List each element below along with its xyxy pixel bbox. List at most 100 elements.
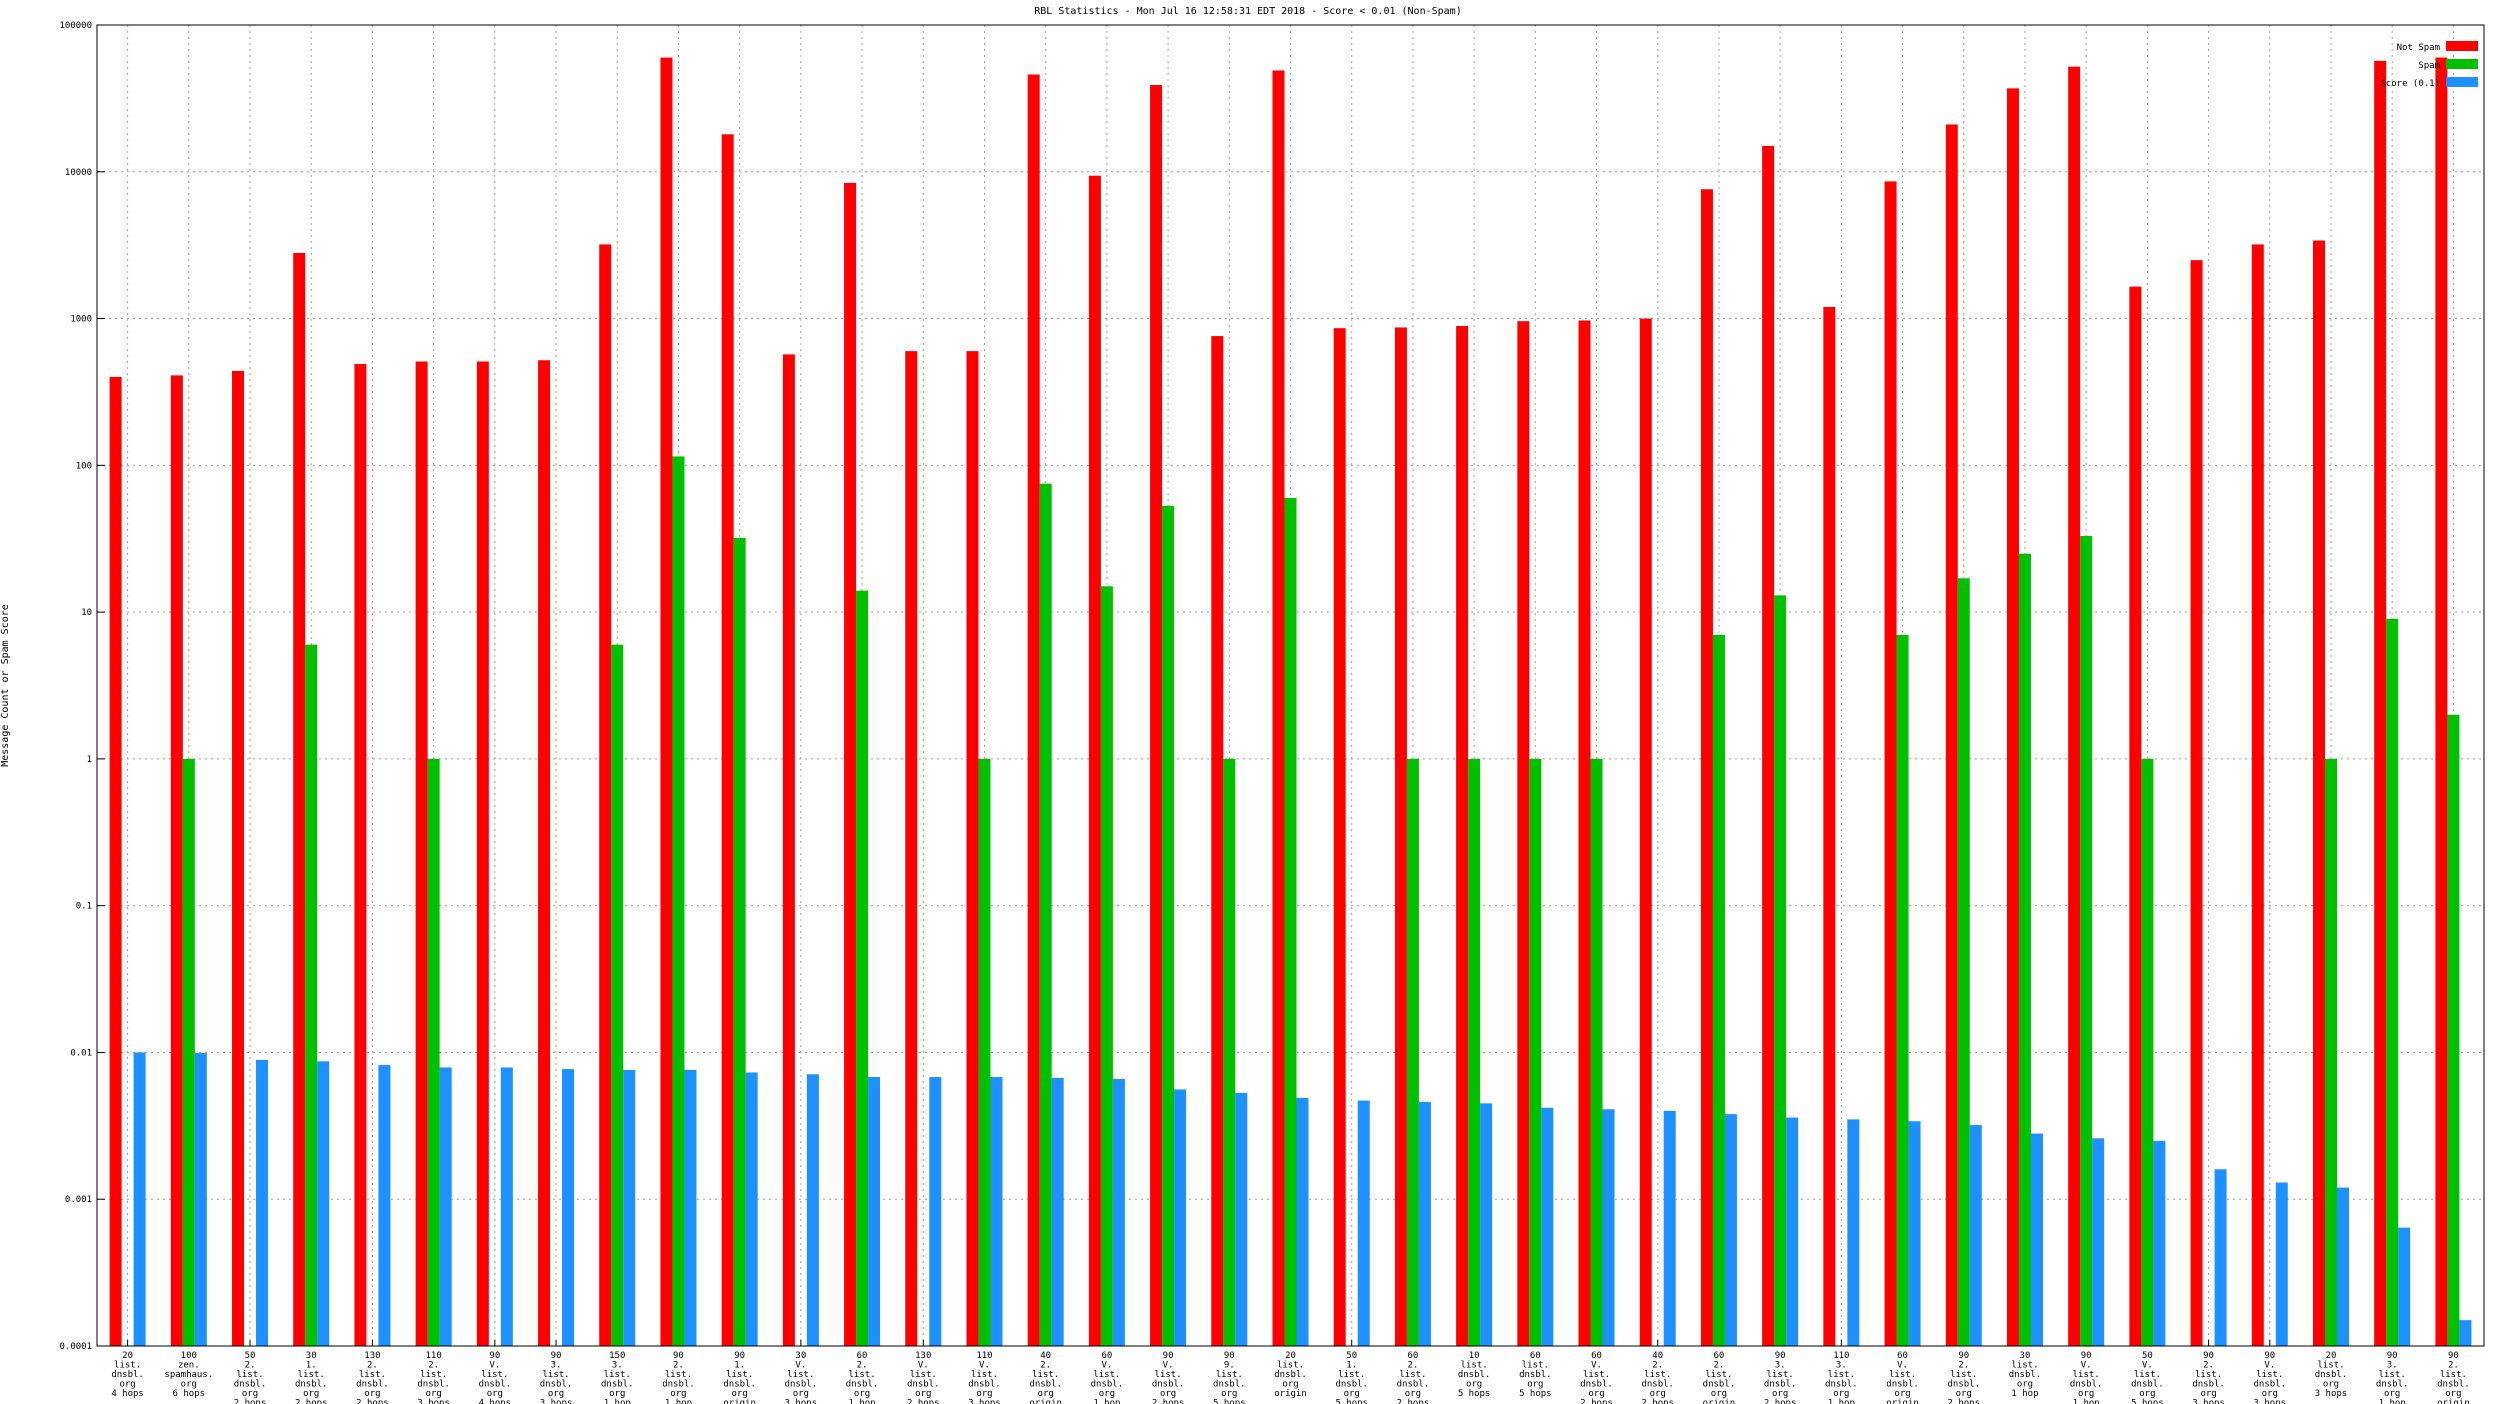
x-tick-label: list. — [1522, 1361, 1549, 1371]
bar-score-0-1 — [256, 1059, 269, 1346]
y-tick-label: 100 — [76, 461, 92, 471]
x-tick-label: list. — [2195, 1370, 2222, 1380]
legend-label: Spam — [2418, 61, 2440, 71]
x-tick-label: 2 hops — [356, 1399, 389, 1404]
x-tick-label: dnsbl. — [785, 1380, 818, 1390]
x-tick-label: 1 hop — [2379, 1399, 2406, 1404]
x-tick-label: 90 — [2387, 1351, 2398, 1361]
x-tick-label: org — [1650, 1389, 1666, 1399]
x-tick-label: list. — [481, 1370, 508, 1380]
bar-score-0-1 — [378, 1065, 391, 1346]
x-tick-label: 3 hops — [2254, 1399, 2287, 1404]
x-tick-label: 3 hops — [417, 1399, 450, 1404]
x-tick-label: V. — [795, 1361, 806, 1371]
x-tick-label: org — [2323, 1380, 2339, 1390]
x-tick-label: V. — [2264, 1361, 2275, 1371]
bar-spam — [1039, 483, 1052, 1346]
bar-score-0-1 — [133, 1052, 146, 1346]
bar-score-0-1 — [2092, 1138, 2105, 1346]
bar-not-spam — [1639, 318, 1652, 1346]
bar-score-0-1 — [317, 1061, 330, 1346]
bar-not-spam — [966, 351, 979, 1346]
bar-not-spam — [1272, 70, 1285, 1347]
x-tick-label: 30 — [306, 1351, 317, 1361]
x-tick-label: dnsbl. — [1335, 1380, 1368, 1390]
x-tick-label: 1 hop — [1828, 1399, 1855, 1404]
x-tick-label: 3 hops — [2192, 1399, 2225, 1404]
bar-spam — [1223, 758, 1236, 1346]
bar-score-0-1 — [1480, 1103, 1493, 1346]
bar-score-0-1 — [2153, 1140, 2166, 1346]
x-tick-label: dnsbl. — [601, 1380, 634, 1390]
x-tick-label: 3. — [2387, 1361, 2398, 1371]
x-tick-label: origin — [723, 1399, 756, 1404]
x-tick-label: org — [732, 1389, 748, 1399]
x-tick-label: list. — [2440, 1370, 2467, 1380]
x-tick-label: org — [425, 1389, 441, 1399]
bar-score-0-1 — [1908, 1121, 1921, 1346]
x-tick-label: dnsbl. — [234, 1380, 267, 1390]
bar-score-0-1 — [1724, 1114, 1737, 1346]
bar-not-spam — [1945, 124, 1958, 1346]
x-tick-label: list. — [114, 1361, 141, 1371]
x-tick-label: org — [1711, 1389, 1727, 1399]
x-tick-label: 2. — [1407, 1361, 1418, 1371]
x-tick-label: 4 hops — [111, 1389, 144, 1399]
bar-spam — [978, 758, 991, 1346]
x-tick-label: 30 — [2020, 1351, 2031, 1361]
bar-not-spam — [1394, 327, 1407, 1346]
x-tick-label: org — [2262, 1389, 2278, 1399]
bar-not-spam — [2312, 240, 2325, 1346]
x-tick-label: 3. — [1836, 1361, 1847, 1371]
x-tick-label: list. — [787, 1370, 814, 1380]
x-tick-label: 1. — [306, 1361, 317, 1371]
x-tick-label: 100 — [181, 1351, 197, 1361]
x-tick-label: dnsbl. — [1886, 1380, 1919, 1390]
bar-not-spam — [1456, 325, 1469, 1346]
x-tick-label: 1 hop — [849, 1399, 876, 1404]
x-tick-label: dnsbl. — [2192, 1380, 2225, 1390]
x-tick-label: dnsbl. — [1029, 1380, 1062, 1390]
x-tick-label: 130 — [364, 1351, 380, 1361]
x-tick-label: 20 — [2326, 1351, 2337, 1361]
x-tick-label: 1 hop — [665, 1399, 692, 1404]
bar-spam — [1774, 595, 1787, 1346]
x-tick-label: dnsbl. — [2254, 1380, 2287, 1390]
x-tick-label: dnsbl. — [1397, 1380, 1430, 1390]
x-tick-label: org — [548, 1389, 564, 1399]
x-tick-label: list. — [665, 1370, 692, 1380]
x-tick-label: list. — [1216, 1370, 1243, 1380]
x-tick-label: V. — [2081, 1361, 2092, 1371]
bar-not-spam — [905, 351, 918, 1346]
x-tick-label: 2 hops — [1947, 1399, 1980, 1404]
x-tick-label: 2. — [857, 1361, 868, 1371]
bar-score-0-1 — [1296, 1097, 1309, 1346]
bar-not-spam — [2006, 88, 2019, 1346]
x-tick-label: list. — [726, 1370, 753, 1380]
bar-spam — [2447, 714, 2460, 1346]
x-tick-label: 90 — [1958, 1351, 1969, 1361]
x-tick-label: org — [181, 1380, 197, 1390]
x-tick-label: 60 — [1530, 1351, 1541, 1361]
x-tick-label: org — [364, 1389, 380, 1399]
bar-not-spam — [660, 57, 673, 1346]
x-tick-label: org — [1221, 1389, 1237, 1399]
bar-spam — [1712, 634, 1725, 1346]
x-tick-label: dnsbl. — [1641, 1380, 1674, 1390]
x-tick-label: org — [1527, 1380, 1543, 1390]
x-tick-label: origin — [1886, 1399, 1919, 1404]
bar-score-0-1 — [1051, 1077, 1064, 1346]
x-tick-label: 2 hops — [1764, 1399, 1797, 1404]
x-tick-label: V. — [1163, 1361, 1174, 1371]
x-tick-label: dnsbl. — [1458, 1370, 1491, 1380]
bar-spam — [1100, 586, 1113, 1346]
bar-spam — [856, 590, 869, 1346]
x-tick-label: 10 — [1469, 1351, 1480, 1361]
x-tick-label: list. — [1032, 1370, 1059, 1380]
x-tick-label: 5 hops — [1519, 1389, 1552, 1399]
x-tick-label: list. — [604, 1370, 631, 1380]
legend-swatch — [2446, 41, 2478, 51]
x-tick-label: 30 — [795, 1351, 806, 1361]
x-tick-label: 1 hop — [2011, 1389, 2038, 1399]
